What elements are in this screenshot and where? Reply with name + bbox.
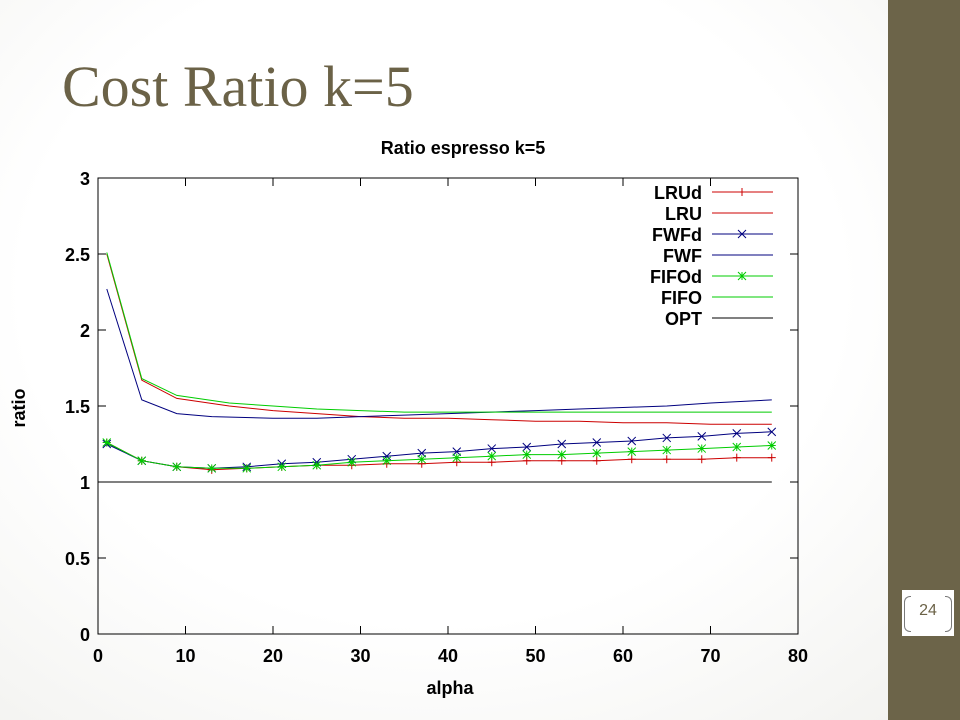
data-point-fifod bbox=[522, 450, 532, 459]
data-point-fwfd bbox=[767, 427, 777, 437]
series-fifo bbox=[106, 252, 772, 413]
data-point-lrud bbox=[697, 455, 706, 464]
legend-entry-fifod: FIFOd bbox=[650, 267, 773, 287]
series-line-lrud bbox=[106, 442, 772, 471]
page-number-badge: 24 bbox=[902, 590, 954, 636]
legend-entry-fwfd: FWFd bbox=[652, 225, 773, 245]
legend-entry-lru: LRU bbox=[665, 204, 773, 224]
legend-label: FIFO bbox=[661, 288, 702, 308]
legend-label: FIFOd bbox=[650, 267, 702, 287]
data-point-fwfd bbox=[732, 429, 742, 438]
data-point-fwfd bbox=[522, 442, 532, 452]
y-tick-label: 0 bbox=[80, 625, 90, 645]
data-point-fifod bbox=[452, 453, 462, 463]
y-axis-label: ratio bbox=[9, 388, 29, 427]
y-tick-label: 0.5 bbox=[65, 549, 90, 569]
data-point-fifod bbox=[172, 462, 182, 472]
data-point-fwfd bbox=[592, 438, 602, 447]
series-fwf bbox=[106, 288, 772, 419]
legend-marker bbox=[737, 271, 747, 281]
series-line-fwf bbox=[106, 288, 772, 419]
data-point-fwfd bbox=[487, 444, 497, 453]
data-point-fifod bbox=[102, 438, 112, 447]
data-point-lrud bbox=[592, 456, 601, 465]
slide-title: Cost Ratio k=5 bbox=[62, 54, 414, 119]
data-point-fifod bbox=[627, 447, 637, 456]
legend-entry-fifo: FIFO bbox=[661, 288, 773, 308]
line-chart: Ratio espresso k=5 alpha ratio 0 10 20 30 40… bbox=[9, 138, 808, 698]
data-point-fifod bbox=[207, 463, 217, 473]
data-point-fwfd bbox=[662, 433, 672, 443]
x-tick-label: 70 bbox=[700, 646, 720, 666]
data-point-fwfd bbox=[382, 451, 392, 461]
data-point-fifod bbox=[137, 456, 147, 466]
data-point-fifod bbox=[592, 448, 602, 458]
badge-left-bracket bbox=[904, 596, 911, 632]
legend-entry-opt: OPT bbox=[665, 309, 773, 329]
x-tick-label: 20 bbox=[263, 646, 283, 666]
data-point-lrud bbox=[627, 455, 636, 464]
legend-entry-fwf: FWF bbox=[663, 246, 773, 266]
page-number: 24 bbox=[919, 602, 937, 619]
legend-label: LRUd bbox=[654, 183, 702, 203]
x-tick-label: 0 bbox=[93, 646, 103, 666]
data-point-fifod bbox=[242, 463, 252, 473]
data-point-fwfd bbox=[417, 448, 427, 458]
x-tick-label: 50 bbox=[525, 646, 545, 666]
data-point-fifod bbox=[487, 451, 497, 461]
chart-title: Ratio espresso k=5 bbox=[381, 138, 546, 158]
y-tick-label: 3 bbox=[80, 169, 90, 189]
series-lrud bbox=[102, 438, 776, 474]
legend-marker bbox=[737, 229, 747, 239]
data-point-fifod bbox=[347, 457, 357, 467]
data-point-fifod bbox=[662, 445, 672, 455]
data-point-fifod bbox=[767, 441, 777, 450]
legend-label: LRU bbox=[665, 204, 702, 224]
data-point-fwfd bbox=[557, 439, 567, 449]
data-point-fifod bbox=[697, 444, 707, 453]
y-tick-label: 2.5 bbox=[65, 245, 90, 265]
legend-label: OPT bbox=[665, 309, 702, 329]
data-point-fifod bbox=[557, 450, 567, 459]
legend-label: FWFd bbox=[652, 225, 702, 245]
data-point-fwfd bbox=[452, 447, 462, 456]
legend-entry-lrud: LRUd bbox=[654, 183, 773, 203]
y-tick-label: 1 bbox=[80, 473, 90, 493]
series-line-lru bbox=[106, 253, 772, 425]
data-point-fwfd bbox=[697, 432, 707, 441]
data-point-fifod bbox=[312, 460, 322, 470]
data-point-lrud bbox=[732, 453, 741, 462]
legend-label: FWF bbox=[663, 246, 702, 266]
legend-marker bbox=[738, 188, 746, 196]
series-lru bbox=[106, 253, 772, 425]
x-tick-label: 10 bbox=[175, 646, 195, 666]
series-line-fifod bbox=[106, 442, 772, 469]
x-tick-label: 80 bbox=[788, 646, 808, 666]
data-point-fifod bbox=[417, 454, 427, 464]
x-tick-label: 60 bbox=[613, 646, 633, 666]
data-point-fifod bbox=[382, 456, 392, 466]
data-point-fifod bbox=[732, 442, 742, 452]
x-tick-label: 30 bbox=[350, 646, 370, 666]
x-axis-label: alpha bbox=[426, 678, 474, 698]
data-point-fifod bbox=[277, 462, 287, 472]
data-point-fwfd bbox=[627, 436, 637, 446]
y-tick-label: 2 bbox=[80, 321, 90, 341]
data-point-lrud bbox=[662, 455, 671, 464]
series-line-fifo bbox=[106, 252, 772, 413]
series-fifod bbox=[102, 438, 777, 473]
data-point-lrud bbox=[767, 453, 776, 462]
x-tick-label: 40 bbox=[438, 646, 458, 666]
y-tick-label: 1.5 bbox=[65, 397, 90, 417]
